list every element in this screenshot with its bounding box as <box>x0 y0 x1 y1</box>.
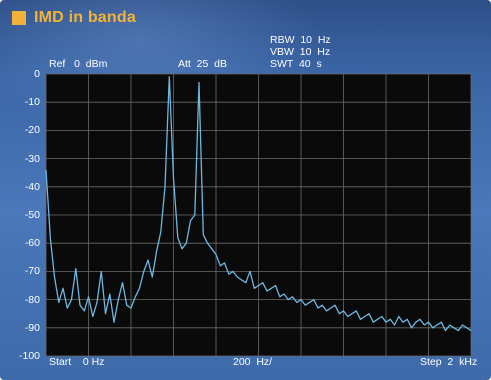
y-tick-label: -90 <box>24 321 40 334</box>
step-label: Step 2 kHz <box>420 356 478 368</box>
y-tick-label: -10 <box>24 96 40 109</box>
title-row: IMD in banda <box>12 7 136 29</box>
span-per-division-label: 200 Hz/ <box>233 356 273 368</box>
swt-label: SWT 40 s <box>270 58 322 70</box>
spectrum-trace <box>45 76 472 332</box>
y-tick-label: -50 <box>24 209 40 221</box>
y-tick-label: -20 <box>24 124 40 137</box>
rbw-label: RBW 10 Hz <box>270 34 331 46</box>
y-tick-label: -60 <box>24 237 40 250</box>
y-tick-label: -30 <box>24 152 40 165</box>
y-tick-label: -100 <box>18 350 40 362</box>
y-tick-label: 0 <box>34 68 40 80</box>
attenuation-label: Att 25 dB <box>178 58 228 70</box>
title-square-icon <box>12 11 26 25</box>
y-tick-label: -70 <box>24 265 40 278</box>
vbw-label: VBW 10 Hz <box>270 46 331 58</box>
start-frequency-label: Start 0 Hz <box>49 356 105 368</box>
ref-level-label: Ref 0 dBm <box>49 58 108 70</box>
plot-grid <box>45 73 472 357</box>
page-title: IMD in banda <box>34 9 136 26</box>
y-tick-label: -80 <box>24 293 40 306</box>
y-tick-label: -40 <box>24 180 40 193</box>
